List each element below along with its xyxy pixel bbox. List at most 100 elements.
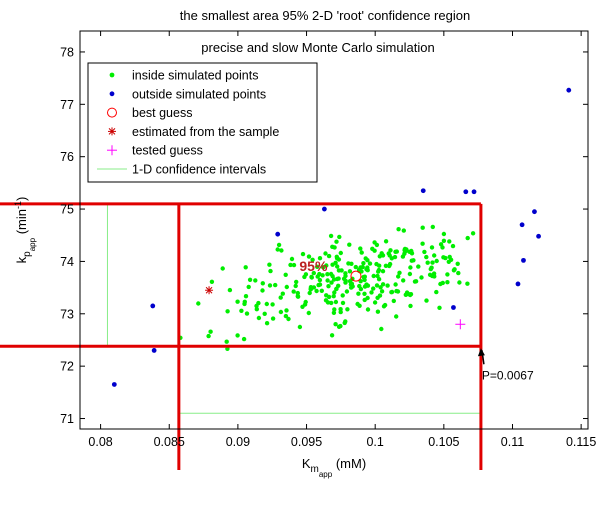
inside-point [329,280,334,285]
inside-point [227,287,233,293]
inside-point [353,264,358,270]
outside-point [536,233,541,239]
x-label-subsub: app [319,470,333,479]
inside-point [315,274,320,279]
inside-point [317,256,323,261]
inside-point [377,293,383,298]
inside-point [465,235,470,241]
outside-point [151,348,157,353]
inside-point [284,284,289,290]
inside-point [394,314,399,319]
inside-point [375,309,381,314]
inside-point [319,288,324,293]
inside-point [396,274,401,279]
axes-frame [79,30,589,430]
inside-point [241,336,247,342]
inside-point [445,272,450,277]
inside-point [338,323,343,329]
inside-point [380,269,386,274]
inside-point [349,285,354,290]
inside-point [302,274,307,280]
y-axis-label: kpapp (min-1) [13,197,37,264]
inside-point [256,315,262,321]
inside-point [268,268,273,274]
inside-point [336,283,341,288]
inside-point [283,272,288,277]
inside-point [365,307,371,312]
inside-point [340,293,345,298]
inside-point [470,231,476,236]
inside-point [412,279,418,284]
inside-point [440,245,445,250]
x-tick-label: 0.085 [154,435,185,449]
outside-point [515,281,521,287]
inside-point [343,271,348,276]
inside-point [430,260,435,265]
inside-point [440,280,445,286]
x-tick-label: 0.1 [366,435,383,449]
inside-point [246,284,251,290]
x-tick-label: 0.115 [566,435,596,449]
inside-point [362,291,367,296]
legend-label: tested guess [132,144,203,158]
inside-point [326,253,332,259]
inside-point [432,253,437,258]
inside-point [411,258,416,263]
inside-point [429,265,434,270]
inside-point [371,273,376,279]
best-guess-marker [350,270,362,282]
inside-point [394,288,399,294]
inside-point [291,289,296,294]
inside-point [224,339,229,344]
inside-point [349,261,354,266]
inside-point [379,251,384,256]
inside-point [376,267,382,273]
inside-point [416,264,421,269]
inside-point [378,285,383,290]
legend-box [87,62,318,183]
inside-point [383,263,389,268]
inside-point [445,280,450,285]
y-tick-label: 78 [60,45,74,59]
inside-point [374,261,379,267]
inside-point [347,269,353,274]
inside-point [208,329,213,334]
inside-point [276,242,282,248]
inside-point [309,275,314,280]
legend-label: best guess [132,106,192,120]
inside-point [254,303,259,309]
inside-point [333,299,339,305]
annotation-text: P=0.0067 [482,368,534,382]
inside-points [178,224,476,351]
inside-point [291,262,297,268]
x-ticks: 0.08 0.085 0.09 0.095 0.1 0.105 0.11 0.115 [88,31,596,449]
estimated-marker-stroke [205,286,213,294]
outside-point [521,257,526,263]
inside-point [402,246,408,252]
inside-point [367,261,373,266]
legend-marker [109,91,115,97]
outside-point [566,87,572,93]
inside-point [270,316,276,321]
inside-point [345,307,350,312]
inside-point [264,301,269,307]
inside-point [365,265,370,270]
inside-point [235,299,240,304]
inside-point [279,248,284,253]
inside-point [406,292,411,297]
outside-point [275,231,281,237]
inside-point [387,263,392,269]
inside-point [451,268,457,273]
inside-point [297,324,303,330]
inside-point [336,268,342,273]
inside-point [457,280,462,285]
outside-point [150,303,156,309]
inside-point [389,290,394,295]
inside-point [247,277,253,282]
inside-point [419,275,424,280]
inside-point [441,238,447,243]
inside-point [407,271,413,277]
y-label-unit-close: ) [14,197,29,201]
inside-point [308,286,313,292]
